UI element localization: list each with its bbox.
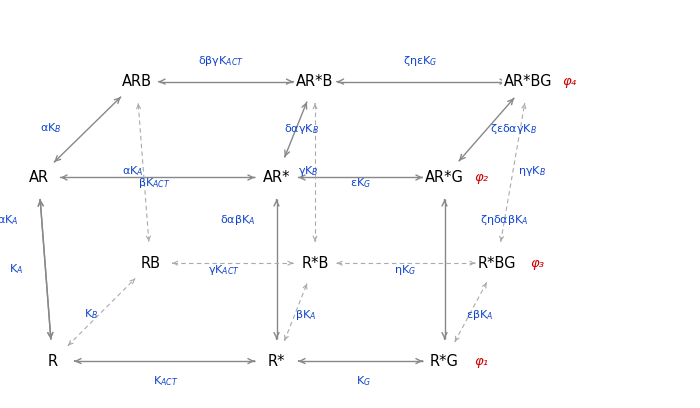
Text: δβγK$_{ACT}$: δβγK$_{ACT}$ [198, 54, 244, 68]
Text: δαγK$_{B}$: δαγK$_{B}$ [284, 122, 318, 135]
Text: R*B: R*B [301, 256, 329, 271]
Text: φ₁: φ₁ [474, 355, 488, 368]
Text: RB: RB [141, 256, 160, 271]
Text: K$_{A}$: K$_{A}$ [9, 262, 23, 276]
Text: βK$_{A}$: βK$_{A}$ [295, 308, 316, 322]
Text: φ₄: φ₄ [562, 75, 576, 88]
Text: γK$_{B}$: γK$_{B}$ [298, 164, 318, 178]
Text: ARB: ARB [122, 74, 151, 89]
Text: φ₃: φ₃ [531, 257, 545, 270]
Text: ζηδαβK$_{A}$: ζηδαβK$_{A}$ [480, 213, 528, 227]
Text: αK$_{A}$: αK$_{A}$ [0, 213, 18, 227]
Text: AR*BG: AR*BG [504, 74, 553, 89]
Text: AR*G: AR*G [425, 170, 464, 185]
Text: βK$_{ACT}$: βK$_{ACT}$ [138, 176, 170, 190]
Text: εK$_{G}$: εK$_{G}$ [350, 176, 371, 190]
Text: ηK$_{G}$: ηK$_{G}$ [393, 264, 416, 277]
Text: R*BG: R*BG [477, 256, 517, 271]
Text: εβK$_{A}$: εβK$_{A}$ [466, 308, 493, 322]
Text: AR*B: AR*B [296, 74, 334, 89]
Text: R: R [48, 354, 57, 368]
Text: αK$_{A}$: αK$_{A}$ [122, 164, 144, 178]
Text: AR: AR [29, 170, 48, 185]
Text: φ₂: φ₂ [474, 171, 488, 184]
Text: ζεδαγK$_{B}$: ζεδαγK$_{B}$ [490, 122, 537, 135]
Text: R*: R* [267, 354, 286, 368]
Text: ηγK$_{B}$: ηγK$_{B}$ [518, 164, 546, 178]
Text: AR*: AR* [262, 170, 290, 185]
Text: R*G: R*G [430, 354, 459, 368]
Text: K$_{B}$: K$_{B}$ [84, 307, 98, 321]
Text: γK$_{ACT}$: γK$_{ACT}$ [208, 264, 240, 277]
Text: δαβK$_{A}$: δαβK$_{A}$ [220, 213, 256, 227]
Text: ζηεK$_{G}$: ζηεK$_{G}$ [403, 54, 437, 68]
Text: K$_{G}$: K$_{G}$ [356, 375, 372, 388]
Text: K$_{ACT}$: K$_{ACT}$ [153, 375, 178, 388]
Text: αK$_{B}$: αK$_{B}$ [40, 122, 62, 135]
